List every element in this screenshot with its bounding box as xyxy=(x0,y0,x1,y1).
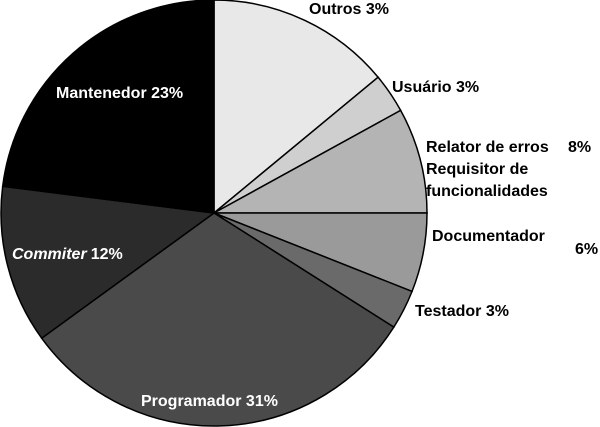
label-commiter-value: 12% xyxy=(91,246,123,263)
pie-slice-commiter xyxy=(0,185,216,340)
pie-slice-programador xyxy=(40,212,395,427)
label-relator-de-erros: Relator de erros xyxy=(426,139,549,156)
label-documentador: Documentador xyxy=(432,228,545,245)
label-programador: Programador 31% xyxy=(141,393,278,410)
pie-slice-relator-de-erros xyxy=(213,109,428,214)
value-relator-de-erros: 8% xyxy=(568,139,591,156)
label-commiter-name: Commiter xyxy=(12,246,87,263)
pie-slice-outros xyxy=(213,0,380,215)
label-commiter: Commiter 12% xyxy=(12,246,123,263)
label-outros: Outros 3% xyxy=(309,1,389,18)
label-requisitor-line1: Requisitor de xyxy=(426,161,528,178)
pie-slices xyxy=(0,0,428,427)
value-documentador: 6% xyxy=(575,241,598,258)
label-requisitor-line2: funcionalidades xyxy=(426,183,548,200)
label-usuario: Usuário 3% xyxy=(392,79,479,96)
pie-slice-mantenedor xyxy=(1,0,215,214)
label-testador: Testador 3% xyxy=(415,303,509,320)
label-mantenedor: Mantenedor 23% xyxy=(56,85,183,102)
